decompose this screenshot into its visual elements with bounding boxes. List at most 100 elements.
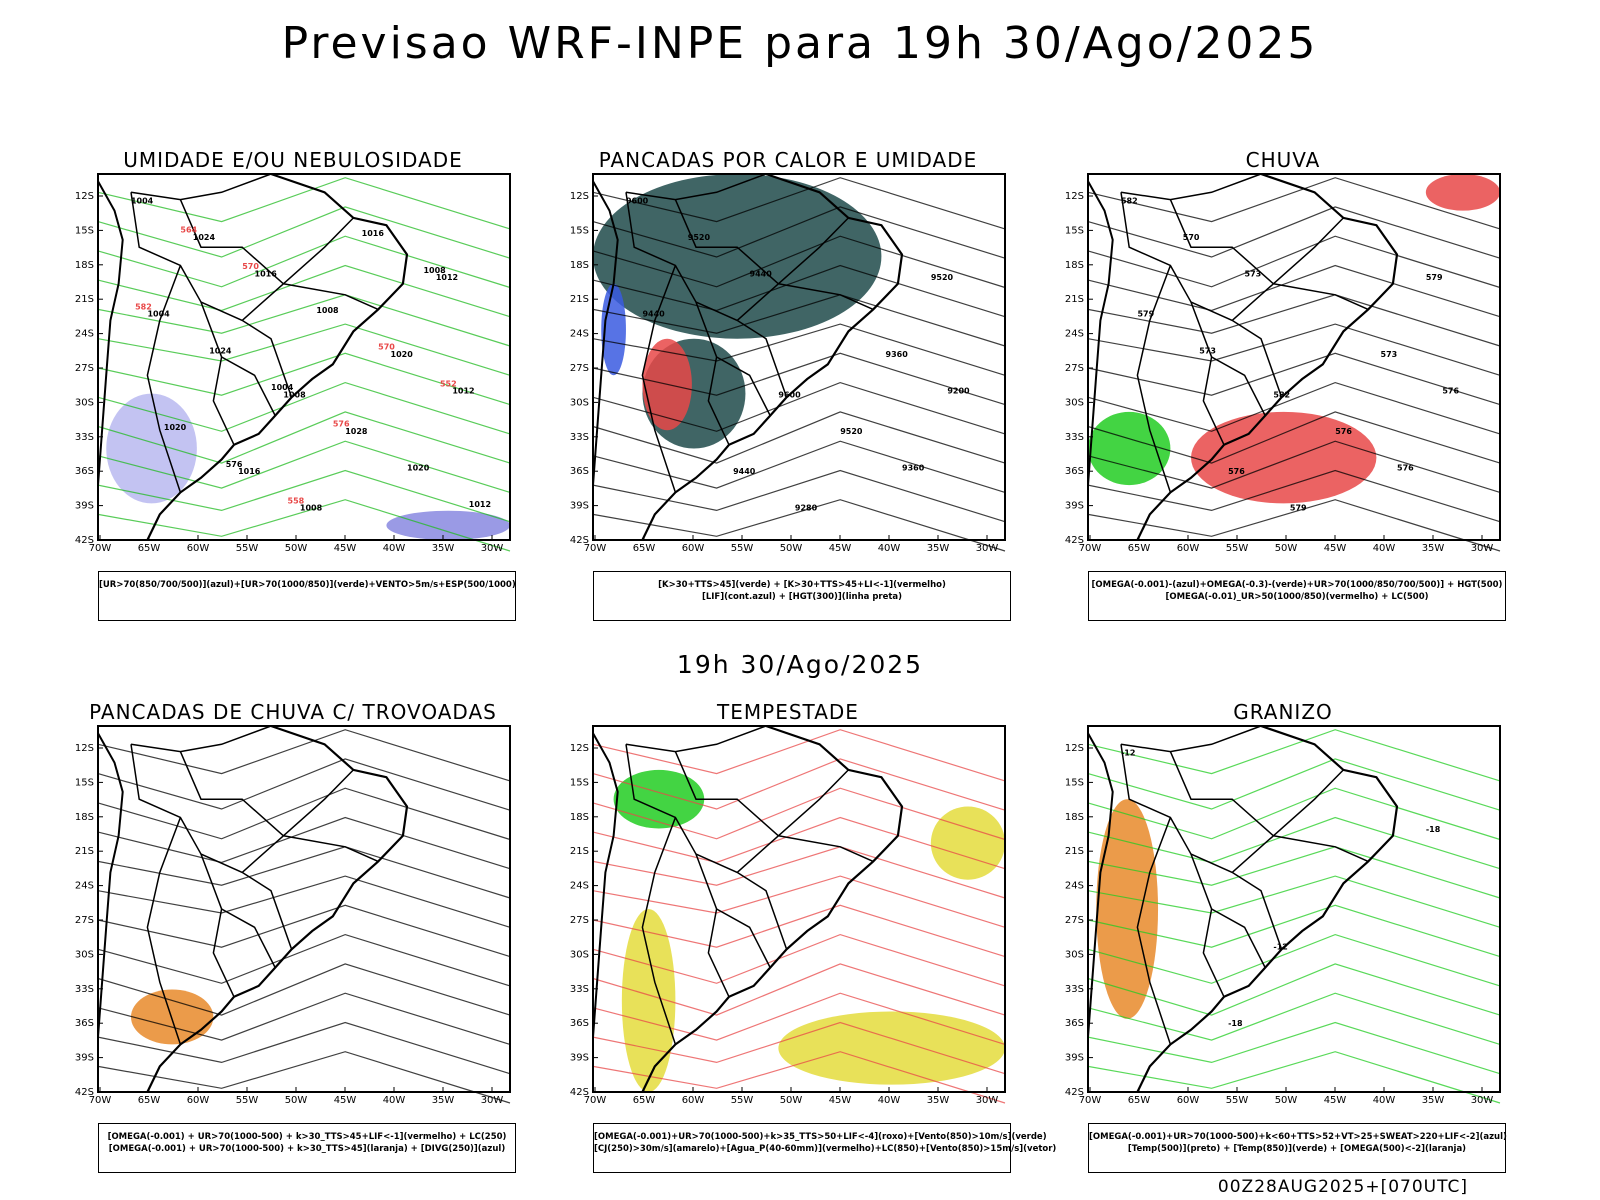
country-border	[736, 769, 849, 873]
legend-line: [OMEGA(-0.001)-(azul)+OMEGA(-0.3)-(verde…	[1091, 580, 1503, 590]
lon-tick-label: 45W	[829, 1095, 852, 1106]
lat-tick-label: 30S	[1065, 949, 1084, 960]
contour-line	[97, 875, 511, 928]
contour-value-label: 1020	[407, 463, 430, 472]
contour-value-label: 576	[1397, 463, 1414, 472]
coastline	[146, 724, 409, 1093]
contour-line	[97, 235, 511, 289]
country-border	[130, 173, 272, 201]
contour-line	[592, 963, 1006, 1016]
lat-tick-label: 18S	[570, 260, 589, 271]
contour-value-label: 573	[1199, 346, 1216, 355]
lat-tick-label: 42S	[570, 535, 589, 546]
lat-tick-label: 36S	[1065, 466, 1084, 477]
contour-value-label: 1012	[436, 273, 458, 282]
contour-value-label: 9280	[795, 504, 818, 513]
contour-line	[1087, 1021, 1501, 1075]
lat-tick-label: 30S	[570, 949, 589, 960]
lat-tick-label: 21S	[75, 846, 94, 857]
contour-line	[97, 729, 511, 782]
run-time-label: 00Z28AUG2025+[070UTC]	[1217, 1177, 1468, 1197]
lon-tick-label: 40W	[383, 543, 406, 554]
country-border	[1136, 265, 1172, 493]
coastline-west	[592, 732, 619, 1038]
lon-tick-label: 40W	[878, 543, 901, 554]
lat-tick-label: 30S	[75, 397, 94, 408]
country-border	[625, 725, 767, 753]
lat-tick-label: 24S	[570, 881, 589, 892]
lat-tick-label: 36S	[1065, 1018, 1084, 1029]
contour-value-label: 558	[288, 496, 305, 505]
legend-line: [OMEGA(-0.001) + UR>70(1000-500) + k>30_…	[108, 1144, 506, 1154]
lat-tick-label: 21S	[570, 846, 589, 857]
legend-line: [OMEGA(-0.001)+UR>70(1000-500)+k<60+TTS>…	[1089, 1132, 1507, 1142]
lat-tick-label: 15S	[1065, 225, 1084, 236]
lat-tick-label: 27S	[75, 363, 94, 374]
contour-line	[97, 992, 511, 1045]
contour-value-label: 570	[1183, 233, 1200, 242]
panel-granizo: GRANIZO 12S 15S 18S 21S 24S 27S 30S 33S 36S 39S 42…	[1050, 700, 1530, 1200]
shaded-region	[613, 769, 705, 829]
map-frame	[1087, 725, 1501, 1093]
lon-tick-label: 70W	[89, 1095, 112, 1106]
contour-line	[97, 469, 511, 523]
lat-tick-label: 15S	[75, 225, 94, 236]
country-border	[1273, 835, 1369, 863]
country-border	[221, 356, 276, 416]
country-border	[695, 853, 730, 998]
lat-tick-label: 39S	[1065, 501, 1084, 512]
country-border	[241, 217, 354, 321]
contour-value-label: 576	[333, 420, 350, 429]
contour-line	[1087, 1051, 1501, 1104]
country-border	[641, 265, 677, 493]
lat-tick-label: 15S	[570, 777, 589, 788]
contour-line	[1087, 816, 1501, 870]
lat-tick-label: 27S	[75, 915, 94, 926]
contour-value-label: 1012	[452, 387, 474, 396]
lat-tick-label: 36S	[570, 466, 589, 477]
contour-value-label: 1016	[238, 467, 261, 476]
lat-tick-label: 42S	[1065, 1087, 1084, 1098]
contour-value-label: 552	[440, 379, 457, 388]
lon-tick-label: 55W	[1226, 1095, 1249, 1106]
lon-tick-label: 60W	[682, 543, 705, 554]
contour-value-label: 1020	[164, 423, 187, 432]
lon-tick-label: 45W	[334, 543, 357, 554]
contour-value-label: 1008	[316, 306, 339, 315]
contour-line	[1087, 787, 1501, 841]
contour-value-label: 579	[1137, 310, 1154, 319]
country-border	[1136, 817, 1172, 1045]
panel-legend: [OMEGA(-0.001)+UR>70(1000-500)+k<60+TTS>…	[1088, 1123, 1507, 1173]
contour-line	[592, 469, 1006, 523]
coastline-west	[1087, 180, 1114, 486]
lat-tick-label: 33S	[75, 984, 94, 995]
lon-tick-label: 65W	[1128, 1095, 1151, 1106]
country-border	[716, 356, 771, 416]
lat-tick-label: 21S	[75, 294, 94, 305]
lon-tick-label: 70W	[1079, 543, 1102, 554]
lon-tick-label: 60W	[1177, 1095, 1200, 1106]
lon-tick-label: 35W	[927, 1095, 950, 1106]
panel-umidade: UMIDADE E/OU NEBULOSIDADE 12S 15S 18S 21S 24…	[60, 148, 540, 648]
lon-tick-label: 30W	[976, 543, 999, 554]
contour-value-label: 1004	[131, 196, 154, 205]
lat-tick-label: 33S	[1065, 984, 1084, 995]
lat-tick-label: 18S	[75, 260, 94, 271]
lat-tick-label: 12S	[570, 191, 589, 202]
contour-value-label: 1008	[423, 266, 446, 275]
country-border	[1273, 283, 1369, 311]
panel-legend: [UR>70(850/700/500)](azul)+[UR>70(1000/8…	[98, 571, 516, 621]
contour-line	[1087, 235, 1501, 289]
contour-value-label: 564	[180, 226, 197, 235]
lon-tick-label: 30W	[976, 1095, 999, 1106]
map-frame	[97, 725, 511, 1093]
lon-tick-label: 60W	[1177, 543, 1200, 554]
lon-tick-label: 70W	[1079, 1095, 1102, 1106]
lon-tick-label: 55W	[236, 543, 259, 554]
country-border	[778, 283, 874, 311]
lon-tick-label: 30W	[481, 1095, 504, 1106]
lon-tick-label: 50W	[780, 543, 803, 554]
contour-line	[1087, 963, 1501, 1016]
country-border	[130, 744, 293, 950]
